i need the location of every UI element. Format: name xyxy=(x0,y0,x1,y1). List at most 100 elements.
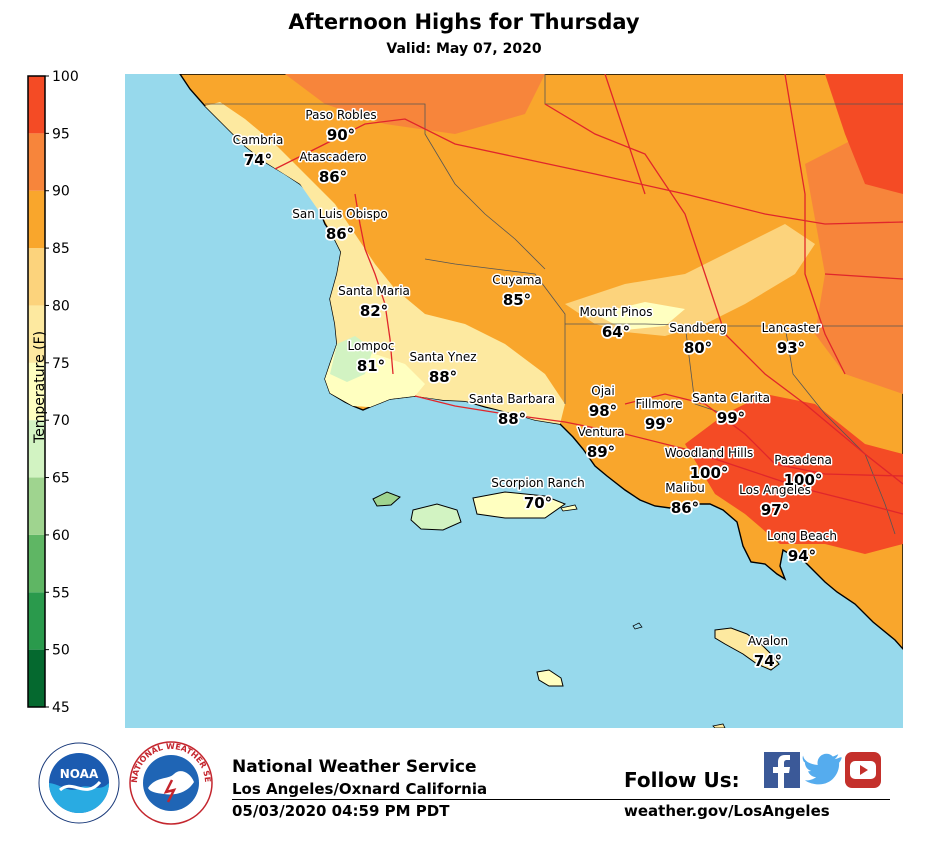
website-link[interactable]: weather.gov/LosAngeles xyxy=(624,802,830,820)
colorbar-tick-label: 85 xyxy=(52,241,70,257)
colorbar-tick-label: 50 xyxy=(52,643,70,659)
city-temperature: 88° xyxy=(498,410,526,428)
mount-pinos-cool xyxy=(595,302,685,330)
city-temperature: 98° xyxy=(589,402,617,420)
city-name: Lancaster xyxy=(762,321,821,335)
city-name: Sandberg xyxy=(669,321,727,335)
city-temperature: 85° xyxy=(503,291,531,309)
city-temperature: 97° xyxy=(761,501,789,519)
city-name: Woodland Hills xyxy=(665,446,753,460)
noaa-logo: NOAA xyxy=(38,742,120,824)
colorbar-tick-label: 55 xyxy=(52,585,70,601)
city-name: Long Beach xyxy=(767,529,837,543)
nws-logo: NATIONAL WEATHER SERVICE xyxy=(128,740,213,825)
city-label: Ventura 89° xyxy=(576,424,626,463)
colorbar-band xyxy=(28,534,45,593)
city-label: Lancaster 93° xyxy=(760,320,822,359)
san-clemente-island xyxy=(712,723,726,728)
city-label: Santa Clarita 99° xyxy=(691,390,772,429)
colorbar-band xyxy=(28,76,45,134)
city-name: Atascadero xyxy=(299,150,366,164)
coastal-cool-zone xyxy=(205,102,565,424)
santa-rosa-island xyxy=(410,503,462,531)
san-nicolas-island xyxy=(536,669,564,687)
youtube-icon[interactable] xyxy=(845,752,881,788)
city-label: Lompoc 81° xyxy=(346,338,396,377)
city-name: Mount Pinos xyxy=(580,305,653,319)
city-name: Los Angeles xyxy=(739,483,811,497)
lompoc-valley xyxy=(330,336,373,382)
city-label: Sandberg 80° xyxy=(668,320,729,359)
anacapa-island xyxy=(560,504,578,512)
colorbar-tick-label: 90 xyxy=(52,184,70,200)
city-label: Woodland Hills 100° xyxy=(663,445,754,484)
city-label: Atascadero 86° xyxy=(298,149,368,188)
city-label: Paso Robles 90° xyxy=(304,107,378,146)
santa-cruz-island xyxy=(472,491,567,519)
issued-timestamp: 05/03/2020 04:59 PM PDT xyxy=(232,802,450,820)
city-temperature: 93° xyxy=(777,339,805,357)
map-title: Afternoon Highs for Thursday xyxy=(288,10,640,34)
city-name: Ventura xyxy=(578,425,625,439)
nws-office-name: Los Angeles/Oxnard California xyxy=(232,780,488,798)
follow-us-label: Follow Us: xyxy=(624,768,740,792)
city-label: San Luis Obispo 86° xyxy=(291,206,389,245)
colorbar-tick-label: 75 xyxy=(52,356,70,372)
city-temperature: 100° xyxy=(690,464,729,482)
city-label: Santa Ynez 88° xyxy=(408,349,478,388)
facebook-icon[interactable] xyxy=(764,752,800,788)
city-temperature: 99° xyxy=(717,409,745,427)
colorbar-tick-label: 65 xyxy=(52,471,70,487)
city-temperature: 100° xyxy=(784,471,823,489)
city-label: Malibu 86° xyxy=(664,480,707,519)
colorbar-band xyxy=(28,477,45,535)
colorbar-band xyxy=(28,420,45,478)
twitter-icon[interactable] xyxy=(802,752,844,788)
city-name: Paso Robles xyxy=(305,108,376,122)
colorbar-axis-label: Temperature (F) xyxy=(32,330,48,443)
city-temperature: 94° xyxy=(788,547,816,565)
city-label: Ojai 98° xyxy=(587,383,619,422)
city-name: Avalon xyxy=(748,634,788,648)
map-subtitle: Valid: May 07, 2020 xyxy=(386,41,542,57)
city-temperature: 82° xyxy=(360,302,388,320)
city-temperature: 86° xyxy=(671,499,699,517)
city-label: Mount Pinos 64° xyxy=(578,304,654,343)
city-temperature: 64° xyxy=(602,323,630,341)
city-temperature: 86° xyxy=(326,225,354,243)
colorbar-tick-label: 95 xyxy=(52,126,70,142)
city-temperature: 90° xyxy=(327,126,355,144)
city-label: Avalon 74° xyxy=(746,633,789,672)
colorbar-band xyxy=(28,649,45,707)
city-label: Santa Barbara 88° xyxy=(467,391,556,430)
city-name: Cambria xyxy=(233,133,284,147)
city-label: Pasadena 100° xyxy=(773,452,834,491)
colorbar-band xyxy=(28,592,45,650)
city-temperature: 80° xyxy=(684,339,712,357)
city-name: Santa Clarita xyxy=(692,391,770,405)
colorbar-band xyxy=(28,362,45,421)
colorbar-band xyxy=(28,190,45,249)
city-label: Cambria 74° xyxy=(231,132,285,171)
colorbar-tick-label: 70 xyxy=(52,413,70,429)
nws-org-name: National Weather Service xyxy=(232,757,477,777)
noaa-logo-text: NOAA xyxy=(60,767,99,781)
temperature-colorbar: 100 95 90 85 80 75 70 65 60 55 50 45 xyxy=(27,69,79,716)
city-temperature: 70° xyxy=(524,494,552,512)
colorbar-tick-label: 45 xyxy=(52,700,70,716)
city-label: Long Beach 94° xyxy=(765,528,838,567)
city-temperature: 74° xyxy=(244,151,272,169)
colorbar-tick-label: 80 xyxy=(52,298,70,314)
la-basin-hot-zone xyxy=(685,394,903,554)
highways xyxy=(274,74,903,515)
colorbar-tick-label: 100 xyxy=(52,69,79,85)
city-name: Santa Maria xyxy=(338,284,410,298)
city-name: Pasadena xyxy=(774,453,832,467)
city-name: Santa Barbara xyxy=(469,392,555,406)
city-name: San Luis Obispo xyxy=(292,207,387,221)
city-label: Cuyama 85° xyxy=(491,272,543,311)
city-name: Lompoc xyxy=(347,339,394,353)
county-lines xyxy=(205,74,903,535)
